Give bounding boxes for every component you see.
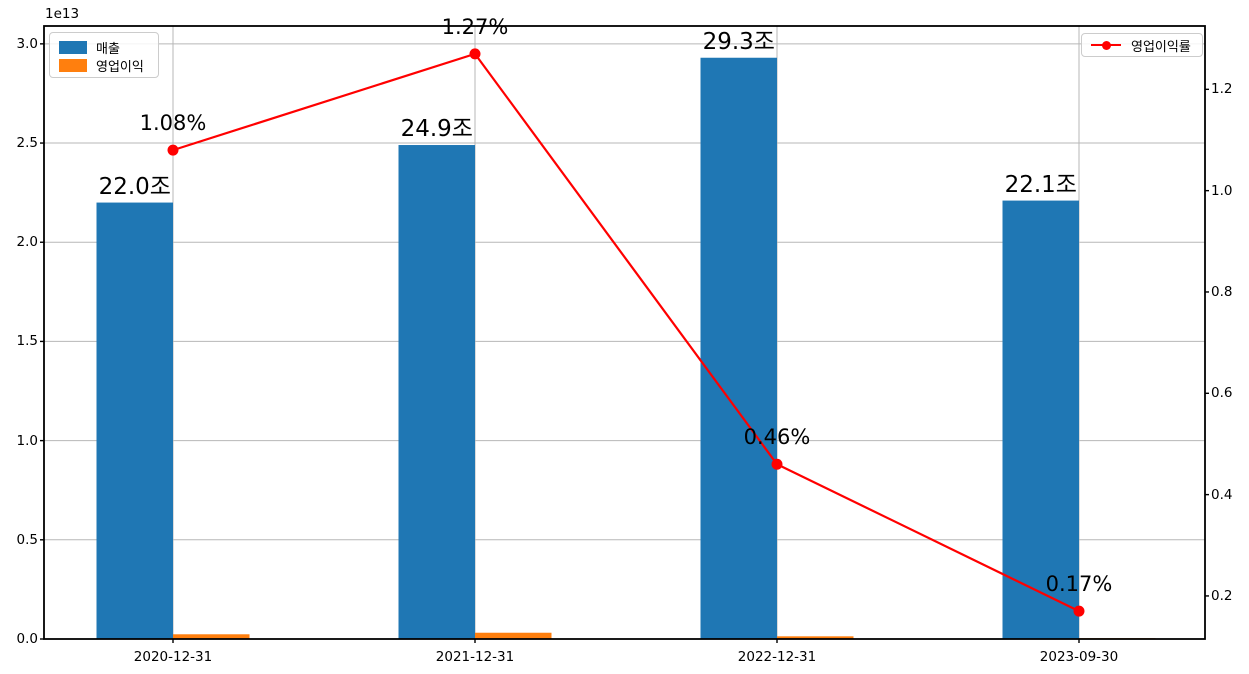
margin-rate-value-label: 0.46% bbox=[743, 425, 811, 450]
x-axis-tick-label: 2023-09-30 bbox=[1039, 649, 1119, 665]
margin-rate-value-label: 1.08% bbox=[139, 111, 207, 136]
right-axis-tick-label: 0.4 bbox=[1211, 486, 1233, 503]
line-marker bbox=[469, 48, 481, 60]
revenue-value-label: 24.9조 bbox=[400, 116, 473, 143]
bar-revenue bbox=[398, 145, 475, 640]
right-axis-tick-label: 1.0 bbox=[1211, 182, 1233, 199]
right-axis-tick-label: 1.2 bbox=[1211, 81, 1233, 98]
revenue-value-label: 22.1조 bbox=[1004, 171, 1077, 198]
x-axis-tick-label: 2021-12-31 bbox=[435, 649, 515, 665]
left-axis-tick-label: 2.5 bbox=[16, 135, 38, 152]
bar-operating-profit bbox=[475, 632, 552, 639]
revenue-value-label: 29.3조 bbox=[702, 28, 775, 55]
legend-label-margin-rate: 영업이익률 bbox=[1131, 39, 1191, 55]
left-axis-tick-label: 1.5 bbox=[16, 333, 38, 350]
line-marker bbox=[167, 144, 179, 156]
operating-profit-swatch-icon bbox=[59, 58, 87, 72]
line-marker-icon bbox=[1091, 40, 1121, 50]
legend-label-revenue: 매출 bbox=[96, 41, 120, 57]
bar-revenue bbox=[1002, 200, 1079, 639]
right-axis-tick-label: 0.8 bbox=[1211, 283, 1233, 300]
legend-label-operating-profit: 영업이익 bbox=[96, 59, 144, 75]
legend-bar-series: 매출 영업이익 bbox=[49, 32, 159, 78]
revenue-value-label: 22.0조 bbox=[98, 173, 171, 200]
bar-revenue bbox=[96, 202, 173, 639]
legend-line-series: 영업이익률 bbox=[1081, 33, 1203, 57]
bar-operating-profit bbox=[173, 634, 250, 639]
legend-entry-operating-profit: 영업이익 bbox=[59, 57, 148, 75]
legend-entry-revenue: 매출 bbox=[59, 39, 148, 57]
left-axis-tick-label: 1.0 bbox=[16, 432, 38, 449]
line-marker bbox=[771, 458, 783, 470]
margin-rate-line bbox=[172, 52, 1080, 613]
revenue-swatch-icon bbox=[59, 40, 87, 54]
left-axis-tick-label: 0.5 bbox=[16, 531, 38, 548]
left-axis-tick-label: 3.0 bbox=[16, 35, 38, 52]
right-axis-tick-label: 0.2 bbox=[1211, 587, 1233, 604]
right-axis-tick-label: 0.6 bbox=[1211, 385, 1233, 402]
bar-operating-profit bbox=[777, 636, 854, 639]
left-axis-tick-label: 2.0 bbox=[16, 234, 38, 251]
plot-border bbox=[43, 25, 1206, 640]
x-axis-tick-label: 2022-12-31 bbox=[737, 649, 817, 665]
line-marker bbox=[1073, 605, 1085, 617]
y-axis-offset-text: 1e13 bbox=[45, 6, 80, 22]
left-axis-tick-label: 0.0 bbox=[16, 631, 38, 647]
margin-rate-value-label: 1.27% bbox=[441, 14, 509, 39]
x-axis-tick-label: 2020-12-31 bbox=[133, 649, 213, 665]
margin-rate-value-label: 0.17% bbox=[1045, 572, 1113, 597]
bar-revenue bbox=[700, 57, 777, 640]
